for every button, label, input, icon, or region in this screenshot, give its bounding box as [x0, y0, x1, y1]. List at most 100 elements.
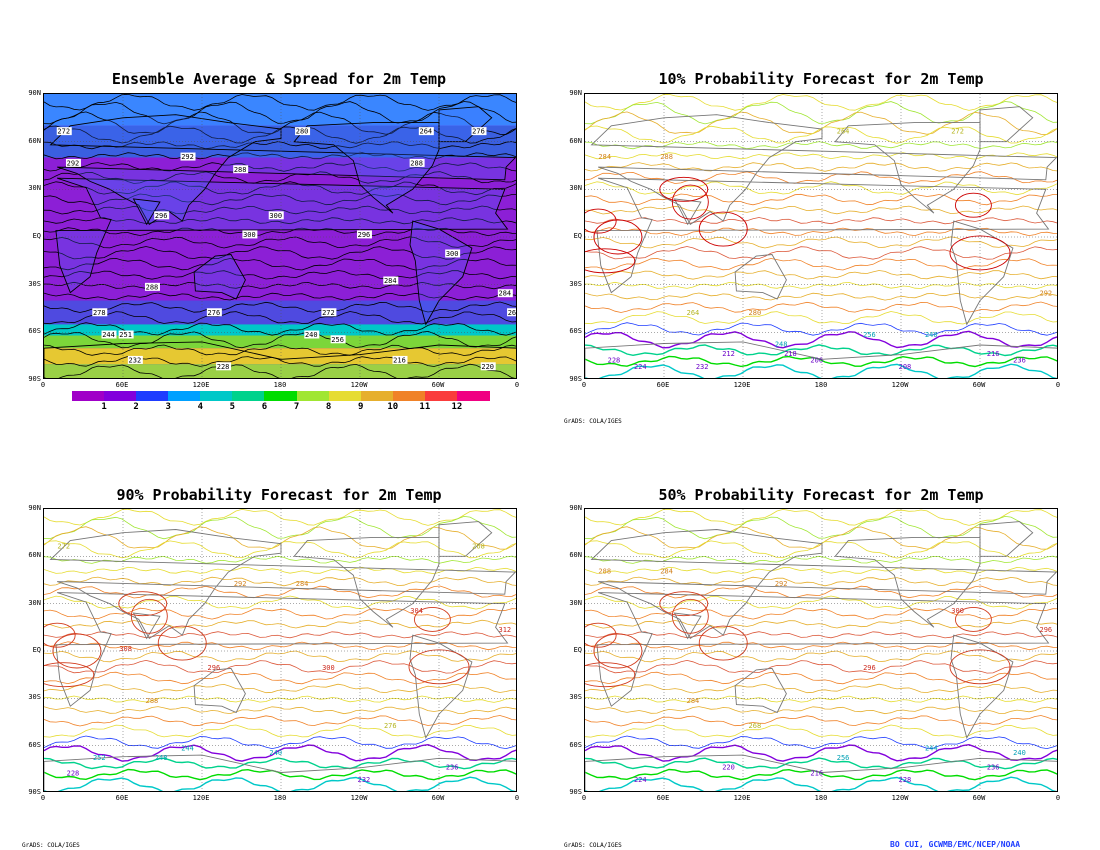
- contour-label: 296: [863, 664, 876, 672]
- grads-credit: GrADS: COLA/IGES: [564, 842, 622, 849]
- contour-label: 284: [296, 580, 309, 588]
- contour-label: 224: [634, 776, 647, 784]
- contour-label: 256: [863, 331, 876, 339]
- continent-outline: [834, 122, 981, 214]
- grads-credit: GrADS: COLA/IGES: [564, 418, 622, 425]
- colorbar-label: 10: [387, 402, 399, 412]
- contour-label: 280: [296, 128, 309, 136]
- contour-label: 232: [696, 363, 709, 371]
- contour-label: 268: [508, 309, 517, 317]
- lon-tick: 0: [581, 794, 587, 802]
- colorbar-label: 7: [293, 402, 300, 412]
- continent-outline: [132, 198, 161, 226]
- contour-label: 236: [446, 763, 459, 771]
- lon-tick: 60W: [972, 794, 986, 802]
- contour-label: 268: [472, 542, 485, 550]
- contour-label: 288: [598, 568, 611, 576]
- lon-tick: 60W: [431, 794, 445, 802]
- contour-label: 276: [384, 722, 397, 730]
- lat-tick: 30S: [569, 279, 582, 288]
- lon-tick: 120W: [891, 381, 909, 389]
- continent-outline: [596, 592, 1050, 707]
- colorbar-segment: [136, 391, 170, 401]
- lon-tick: 180: [273, 794, 287, 802]
- lat-tick: 90N: [569, 89, 582, 97]
- lat-tick: 60S: [28, 327, 41, 336]
- lon-tick: 120E: [192, 381, 210, 389]
- continent-outline: [293, 122, 440, 214]
- lon-tick: 120W: [891, 794, 909, 802]
- contour-label: 216: [987, 350, 1000, 358]
- colorbar-label: 8: [325, 402, 332, 412]
- contour-label: 244: [925, 744, 938, 752]
- contour-label: 252: [93, 754, 106, 762]
- lat-tick: 30S: [28, 693, 41, 702]
- colorbar-label: 5: [229, 402, 236, 412]
- contour-label: 292: [1040, 290, 1053, 298]
- colorbar-segment: [424, 391, 458, 401]
- lon-tick: 60E: [656, 794, 670, 802]
- map-frame: 288 284 292 296 300 296 284 268 256 244 240 224 220 2…: [584, 508, 1058, 792]
- contour-label: 300: [322, 664, 335, 672]
- panel-title: 90% Probability Forecast for 2m Temp: [116, 486, 442, 504]
- continent-outline: [585, 754, 1057, 791]
- contour-label: 220: [481, 363, 494, 371]
- contour-label: 264: [420, 128, 433, 136]
- lon-tick: 60E: [115, 381, 129, 389]
- colorbar-segment: [232, 391, 266, 401]
- continent-outline: [590, 529, 1057, 640]
- contour-label: 228: [217, 363, 230, 371]
- contour-label: 312: [499, 626, 512, 634]
- contour-label: 288: [660, 153, 673, 161]
- contour-label: 288: [410, 159, 423, 167]
- contour-label: 300: [951, 607, 964, 615]
- panel-title: 50% Probability Forecast for 2m Temp: [658, 486, 984, 504]
- contour-label: 240: [925, 331, 938, 339]
- lat-tick: 90S: [28, 375, 41, 383]
- lon-tick: 120E: [733, 794, 751, 802]
- contour-label: 228: [67, 770, 80, 778]
- contour-label: 272: [322, 309, 335, 317]
- lon-tick: 60W: [431, 381, 445, 389]
- lat-tick: 60S: [569, 327, 582, 336]
- colorbar-segment: [104, 391, 138, 401]
- map-plot: 284 264 248 256 272 292 288 280 264 240 236 224 212 2…: [585, 94, 1057, 378]
- contour-label: 268: [749, 722, 762, 730]
- contour-label: 206: [810, 356, 823, 364]
- contour-label: 236: [987, 763, 1000, 771]
- contour-label: 256: [837, 754, 850, 762]
- contour-label: 284: [499, 290, 512, 298]
- colorbar-label: 12: [451, 402, 463, 412]
- map-frame: 284 264 248 256 272 292 288 280 264 240 236 224 212 2…: [584, 93, 1058, 379]
- lat-tick: EQ: [32, 232, 41, 240]
- lon-tick: 180: [814, 794, 828, 802]
- colorbar-label: 4: [197, 402, 203, 412]
- colorbar-segment: [392, 391, 426, 401]
- colorbar-label: 3: [165, 402, 171, 412]
- continent-outline: [44, 754, 516, 791]
- contour-label: 272: [57, 542, 70, 550]
- continent-outline: [55, 592, 509, 707]
- map-frame: 272 288 292 300 304 312 308 296 284 276 268 252 244 2…: [43, 508, 517, 792]
- contour-label: 288: [146, 283, 159, 291]
- lon-tick: 180: [814, 381, 828, 389]
- colorbar-segment: [456, 391, 490, 401]
- contour-label: 240: [305, 331, 318, 339]
- contour-label: 240: [1013, 749, 1026, 757]
- contour-label: 300: [243, 231, 256, 239]
- colorbar-label: 1: [101, 402, 107, 412]
- colorbar-segment: [360, 391, 394, 401]
- contour-label: 280: [749, 309, 762, 317]
- continent-outline: [49, 529, 516, 640]
- contour-label: 264: [837, 128, 850, 136]
- contour-label: 251: [119, 331, 132, 339]
- contour-label: 220: [722, 763, 735, 771]
- lon-tick: 120W: [350, 381, 368, 389]
- contour-label: 232: [129, 356, 142, 364]
- continent-outline: [44, 341, 516, 378]
- colorbar-segment: [296, 391, 330, 401]
- contour-label: 216: [810, 770, 823, 778]
- lat-tick: 30N: [28, 598, 41, 607]
- lon-tick: 0: [514, 381, 520, 389]
- map-plot: 272 288 292 300 304 312 308 296 284 276 268 252 244 2…: [44, 509, 516, 791]
